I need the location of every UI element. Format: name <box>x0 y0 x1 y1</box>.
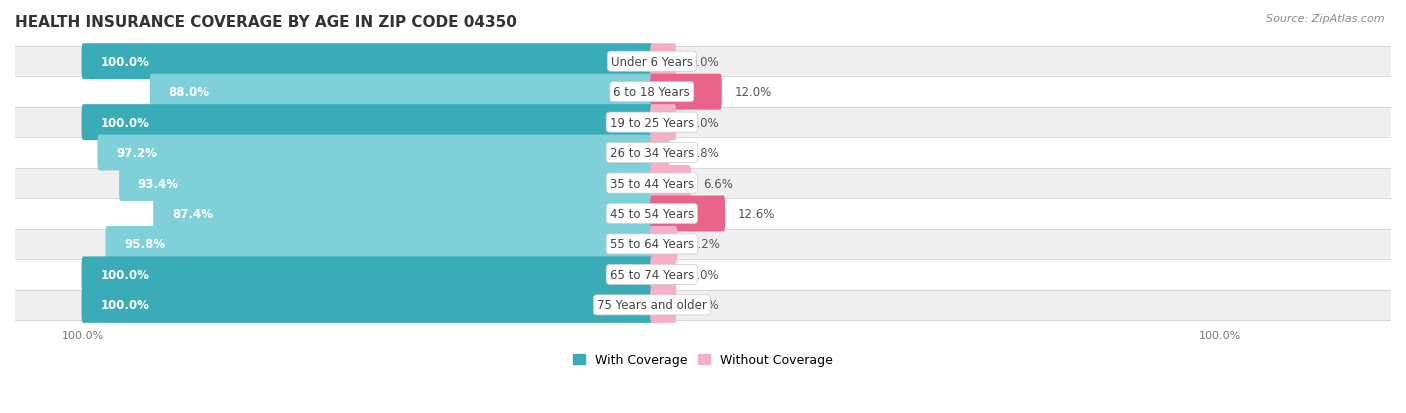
FancyBboxPatch shape <box>150 74 654 110</box>
Text: 6 to 18 Years: 6 to 18 Years <box>613 86 690 99</box>
FancyBboxPatch shape <box>650 257 676 293</box>
FancyBboxPatch shape <box>120 166 654 202</box>
Text: 19 to 25 Years: 19 to 25 Years <box>610 116 695 129</box>
Text: 12.0%: 12.0% <box>734 86 772 99</box>
Text: 95.8%: 95.8% <box>124 238 166 251</box>
FancyBboxPatch shape <box>82 287 654 323</box>
Text: 2.8%: 2.8% <box>689 147 718 160</box>
Text: Under 6 Years: Under 6 Years <box>610 56 693 69</box>
Bar <box>15 47 1391 77</box>
Bar <box>15 199 1391 229</box>
FancyBboxPatch shape <box>97 135 654 171</box>
Text: 55 to 64 Years: 55 to 64 Years <box>610 238 695 251</box>
FancyBboxPatch shape <box>650 166 692 202</box>
FancyBboxPatch shape <box>82 257 654 293</box>
Bar <box>15 229 1391 259</box>
Text: 6.6%: 6.6% <box>703 177 734 190</box>
Text: 12.6%: 12.6% <box>738 207 775 221</box>
Text: 65 to 74 Years: 65 to 74 Years <box>610 268 695 281</box>
Text: 100.0%: 100.0% <box>100 56 149 69</box>
FancyBboxPatch shape <box>650 44 676 80</box>
FancyBboxPatch shape <box>153 196 654 232</box>
Text: 87.4%: 87.4% <box>172 207 212 221</box>
Bar <box>15 108 1391 138</box>
FancyBboxPatch shape <box>650 105 676 141</box>
FancyBboxPatch shape <box>650 74 721 110</box>
Bar <box>15 138 1391 169</box>
Text: 97.2%: 97.2% <box>117 147 157 160</box>
Text: 0.0%: 0.0% <box>689 268 718 281</box>
FancyBboxPatch shape <box>650 287 676 323</box>
Bar <box>15 259 1391 290</box>
FancyBboxPatch shape <box>105 226 654 262</box>
Text: 100.0%: 100.0% <box>100 268 149 281</box>
Text: 100.0%: 100.0% <box>100 116 149 129</box>
FancyBboxPatch shape <box>650 196 725 232</box>
Text: 0.0%: 0.0% <box>689 299 718 311</box>
Text: Source: ZipAtlas.com: Source: ZipAtlas.com <box>1267 14 1385 24</box>
FancyBboxPatch shape <box>650 226 678 262</box>
Text: 75 Years and older: 75 Years and older <box>598 299 707 311</box>
Text: 26 to 34 Years: 26 to 34 Years <box>610 147 695 160</box>
Text: 45 to 54 Years: 45 to 54 Years <box>610 207 695 221</box>
Text: 93.4%: 93.4% <box>138 177 179 190</box>
Text: HEALTH INSURANCE COVERAGE BY AGE IN ZIP CODE 04350: HEALTH INSURANCE COVERAGE BY AGE IN ZIP … <box>15 15 517 30</box>
Text: 0.0%: 0.0% <box>689 116 718 129</box>
Text: 88.0%: 88.0% <box>169 86 209 99</box>
Text: 35 to 44 Years: 35 to 44 Years <box>610 177 695 190</box>
FancyBboxPatch shape <box>650 135 669 171</box>
Text: 0.0%: 0.0% <box>689 56 718 69</box>
Bar <box>15 290 1391 320</box>
Legend: With Coverage, Without Coverage: With Coverage, Without Coverage <box>568 349 838 372</box>
Text: 100.0%: 100.0% <box>100 299 149 311</box>
Text: 4.2%: 4.2% <box>690 238 720 251</box>
FancyBboxPatch shape <box>82 44 654 80</box>
FancyBboxPatch shape <box>82 105 654 141</box>
Bar <box>15 169 1391 199</box>
Bar <box>15 77 1391 108</box>
